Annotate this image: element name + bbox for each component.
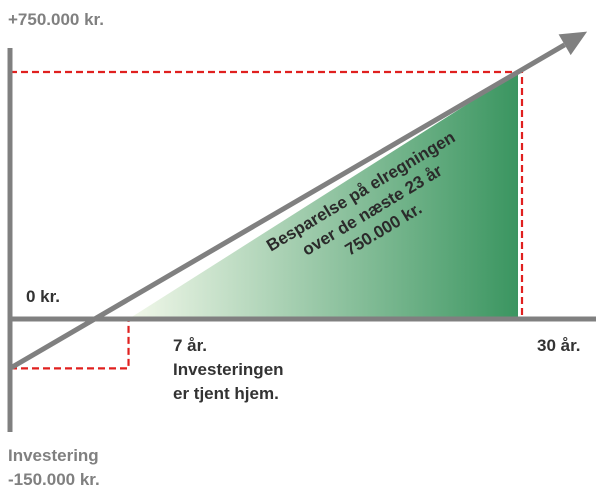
y-max-label: +750.000 kr. <box>8 10 104 29</box>
investment-guide <box>10 319 130 370</box>
breakeven-text-line-2: er tjent hjem. <box>173 384 279 403</box>
investment-return-line <box>8 42 566 371</box>
end-year-label: 30 år. <box>537 336 581 355</box>
breakeven-year-label: 7 år. <box>173 336 207 355</box>
arrow-head-icon <box>558 31 588 56</box>
investment-amount-label: -150.000 kr. <box>8 470 100 489</box>
investment-label: Investering <box>8 446 99 465</box>
y-zero-label: 0 kr. <box>26 287 60 306</box>
breakeven-text-line-1: Investeringen <box>173 360 284 379</box>
savings-area <box>128 72 519 319</box>
